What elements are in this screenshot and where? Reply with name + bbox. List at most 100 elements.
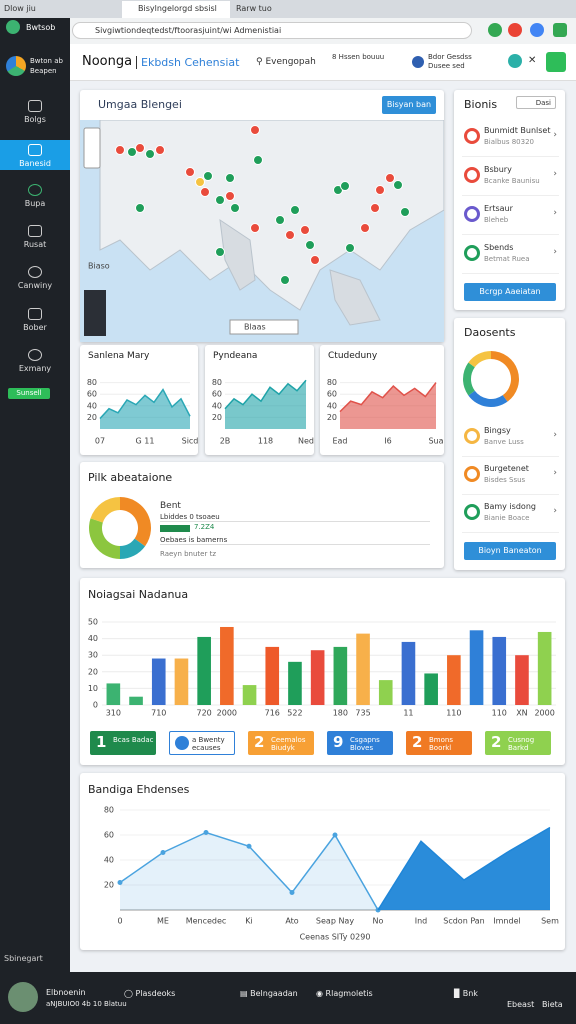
- stat-icon: [175, 736, 189, 750]
- x-tick-label: 2000: [534, 709, 554, 718]
- donut-segment: [120, 497, 151, 547]
- x-tick-label: 0: [117, 917, 122, 926]
- footer-link[interactable]: ◯ Plasdeoks: [124, 989, 176, 998]
- map: Biaso Blaas: [80, 120, 444, 342]
- y-tick-label: 80: [212, 378, 222, 387]
- x-label: 07: [95, 437, 105, 446]
- stat-card[interactable]: 1 Bcas Badac: [90, 731, 156, 755]
- map-marker: [345, 243, 355, 253]
- address-bar[interactable]: Sivgiwtiondeqtedst/ftoorasjuint/wi Admen…: [72, 22, 472, 39]
- stat-card[interactable]: a Bwenty ecauses: [169, 731, 235, 755]
- search[interactable]: ⚲ Evengopah: [256, 57, 316, 67]
- ext-icon[interactable]: [530, 23, 544, 37]
- filter[interactable]: 8 Hssen bouuu: [332, 53, 385, 61]
- item-title: Bsbury: [484, 165, 512, 174]
- item-icon: [464, 504, 480, 520]
- map-marker: [300, 225, 310, 235]
- bar: [401, 641, 416, 705]
- tab[interactable]: Dlow jiu: [4, 4, 36, 13]
- panel-button[interactable]: Bioyn Baneaton: [464, 542, 556, 560]
- list-item[interactable]: Bingsy Banve Luss ›: [462, 422, 559, 457]
- map-marker: [305, 240, 315, 250]
- nav-item[interactable]: Bupa: [0, 180, 70, 210]
- footer-link[interactable]: ▉ Bnk: [454, 989, 478, 998]
- donut-segment: [90, 497, 120, 523]
- ext-icon[interactable]: [553, 23, 567, 37]
- x-label: G 11: [136, 437, 155, 446]
- nav-item-active[interactable]: Banesid: [0, 140, 70, 170]
- nav-label: Banesid: [19, 159, 51, 168]
- area-fill: [378, 827, 550, 910]
- y-tick-label: 80: [104, 806, 114, 815]
- tab[interactable]: Rarw tuo: [236, 4, 272, 13]
- x-tick-label: Mencedec: [186, 917, 227, 926]
- list-item[interactable]: Bunmidt Bunlset Bialbus 80320 ›: [462, 122, 559, 157]
- stat-card[interactable]: 2 Cusnog Barkd: [485, 731, 551, 755]
- map-marker: [275, 215, 285, 225]
- account[interactable]: Bdor Gesdss Dusee sed: [428, 53, 472, 70]
- nav-item[interactable]: Bober: [0, 304, 70, 334]
- bar: [265, 646, 280, 705]
- mini-title: Sanlena Mary: [88, 351, 150, 361]
- footer-link[interactable]: ▤ Belngaadan: [240, 989, 298, 998]
- stat-card[interactable]: 2 Ceemalos Biudyk: [248, 731, 314, 755]
- list-item[interactable]: Burgetenet Bisdes Ssus ›: [462, 460, 559, 495]
- bar: [537, 631, 552, 705]
- footer-link[interactable]: ◉ Rlagmoletis: [316, 989, 373, 998]
- close-icon[interactable]: ✕: [528, 55, 537, 66]
- legend-title: Bent: [160, 501, 181, 511]
- map-marker: [135, 203, 145, 213]
- map-title: Umgaa Blengei: [98, 98, 182, 111]
- ext-icon[interactable]: [508, 23, 522, 37]
- app-icon[interactable]: [546, 52, 566, 72]
- user-icon[interactable]: [508, 54, 522, 68]
- map-marker: [230, 203, 240, 213]
- stat-label: Ceemalos Biudyk: [271, 736, 306, 752]
- list-item[interactable]: Sbends Betmat Ruea ›: [462, 239, 559, 274]
- footer-right[interactable]: Ebeast: [507, 1000, 535, 1009]
- chevron: ›: [553, 208, 557, 218]
- point: [203, 830, 209, 835]
- list-item[interactable]: Bsbury Bcanke Baunisu ›: [462, 161, 559, 196]
- map-marker: [225, 173, 235, 183]
- list-item[interactable]: Ertsaur Bleheb ›: [462, 200, 559, 235]
- map-tools[interactable]: [84, 290, 106, 336]
- stat-label: Bmons Boorkl: [429, 736, 453, 752]
- map-marker: [185, 167, 195, 177]
- area-fill: [340, 382, 436, 429]
- item-icon: [464, 167, 480, 183]
- nav-label: Exmany: [18, 364, 52, 373]
- dropdown[interactable]: Dasi: [516, 96, 556, 109]
- chevron: ›: [553, 247, 557, 257]
- zoom-control[interactable]: [83, 127, 101, 169]
- panel-button[interactable]: Bcrgp Aaeiatan: [464, 283, 556, 301]
- nav-item[interactable]: Bolgs: [0, 96, 70, 126]
- nav-label: Canwiny: [17, 281, 53, 290]
- bar: [106, 683, 121, 705]
- x-tick-label: Ind: [415, 917, 428, 926]
- footer-right[interactable]: Bieta: [542, 1000, 563, 1009]
- map-button[interactable]: Bisyan ban: [382, 96, 436, 114]
- map-control[interactable]: [229, 319, 299, 335]
- map-marker: [200, 187, 210, 197]
- list-item[interactable]: Bamy isdong Bianie Boace ›: [462, 498, 559, 533]
- stat-card[interactable]: 2 Bmons Boorkl: [406, 731, 472, 755]
- line: [377, 826, 551, 911]
- item-icon: [464, 428, 480, 444]
- tab[interactable]: Bisylngelorgd sbsisl: [122, 1, 230, 18]
- nav-item[interactable]: Exmany: [0, 345, 70, 375]
- badge[interactable]: Sunsell: [8, 388, 50, 399]
- settings-link[interactable]: Sbinegart: [4, 954, 43, 963]
- ext-icon[interactable]: [488, 23, 502, 37]
- nav-label: Bober: [23, 323, 47, 332]
- map-marker: [115, 145, 125, 155]
- nav-item[interactable]: Canwiny: [0, 262, 70, 292]
- stat-number: 2: [254, 733, 265, 751]
- x-label: 2B: [220, 437, 231, 446]
- link-text: Plasdeoks: [135, 989, 176, 998]
- y-tick-label: 50: [88, 618, 98, 627]
- stat-card[interactable]: 9 Csgapns Bloves: [327, 731, 393, 755]
- item-icon: [464, 466, 480, 482]
- nav-item[interactable]: Rusat: [0, 221, 70, 251]
- x-tick-label: No: [373, 917, 384, 926]
